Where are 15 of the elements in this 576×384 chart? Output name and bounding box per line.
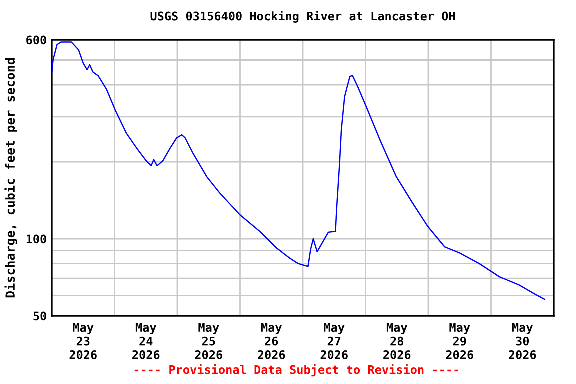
line-series — [52, 42, 546, 300]
y-axis-title: Discharge, cubic feet per second — [4, 58, 18, 298]
y-tick-label: 50 — [34, 312, 46, 321]
y-tick-label: 100 — [26, 234, 46, 244]
x-tick-label: May 27 2026 — [320, 323, 348, 360]
x-tick-label: May 25 2026 — [195, 323, 222, 360]
text: ---- Provisional Data Subject to Revision ---- — [134, 364, 458, 377]
x-tick-label: May 23 2026 — [70, 323, 97, 360]
x-tick-label: May 28 2026 — [384, 323, 411, 360]
x-tick-label: May 26 2026 — [258, 323, 286, 360]
x-tick-label: May 24 2026 — [132, 323, 160, 360]
x-tick-label: May 29 2026 — [446, 323, 474, 360]
chart-title: USGS 03156400 Hocking River at Lancaster OH — [150, 10, 456, 23]
y-tick-label: 600 — [26, 36, 46, 45]
x-tick-label: May 30 2026 — [509, 323, 536, 360]
